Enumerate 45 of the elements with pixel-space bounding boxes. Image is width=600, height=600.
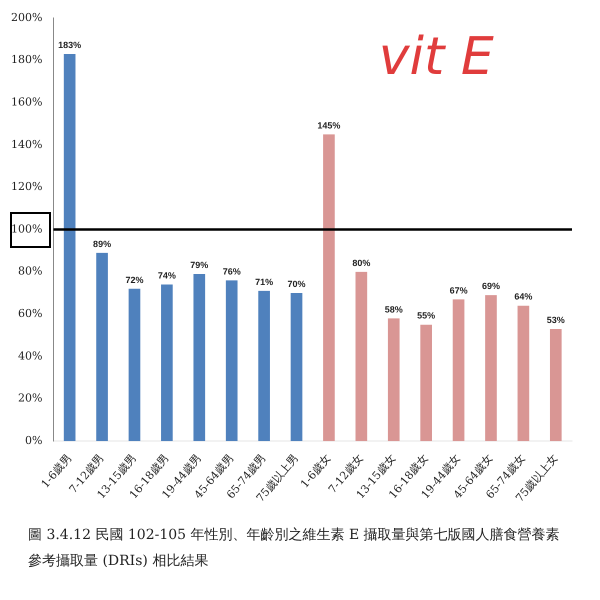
annotation: vit E <box>378 26 494 87</box>
data-label: 79% <box>190 260 208 270</box>
bar <box>226 280 238 442</box>
data-label: 145% <box>317 120 340 130</box>
caption: 圖 3.4.12 民國 102-105 年性別、年齡別之維生素 E 攝取量與第七版國人膳食營養素參考攝取量 (DRIs) 相比結果 <box>27 526 561 571</box>
data-label: 70% <box>288 278 306 289</box>
bar <box>388 318 400 442</box>
y-tick-label: 20% <box>18 392 42 405</box>
bar <box>323 134 335 442</box>
data-label: 53% <box>546 314 565 325</box>
y-tick-label: 180% <box>10 53 42 66</box>
data-label: 67% <box>450 285 468 296</box>
bar <box>485 295 497 442</box>
data-label: 76% <box>222 266 241 276</box>
bar <box>64 54 76 442</box>
data-label: 64% <box>514 292 532 302</box>
bar <box>290 293 302 442</box>
bar <box>128 288 140 442</box>
y-tick-label: 0% <box>24 434 42 447</box>
y-tick-label: 100% <box>10 222 42 236</box>
y-tick-label: 200% <box>10 10 42 24</box>
y-tick-label: 80% <box>18 264 42 278</box>
y-tick-label: 140% <box>10 138 42 151</box>
bar <box>356 272 368 442</box>
bar <box>193 274 206 442</box>
data-label: 69% <box>482 281 500 292</box>
y-tick-label: 160% <box>10 95 42 108</box>
y-tick-label: 120% <box>10 180 42 194</box>
data-label: 80% <box>352 258 370 268</box>
data-label: 72% <box>125 274 144 285</box>
bar <box>550 328 562 442</box>
data-label: 58% <box>384 304 403 314</box>
y-tick-label: 40% <box>18 349 42 362</box>
data-label: 89% <box>93 238 112 249</box>
bar <box>161 284 173 442</box>
data-label: 183% <box>58 40 82 50</box>
bar <box>518 306 530 442</box>
bar <box>452 299 464 442</box>
data-label: 71% <box>255 276 274 287</box>
bar <box>258 290 270 442</box>
bar <box>96 252 108 442</box>
data-label: 74% <box>158 270 176 281</box>
bar <box>420 324 432 442</box>
data-label: 55% <box>417 310 436 321</box>
y-tick-label: 60% <box>18 307 42 320</box>
